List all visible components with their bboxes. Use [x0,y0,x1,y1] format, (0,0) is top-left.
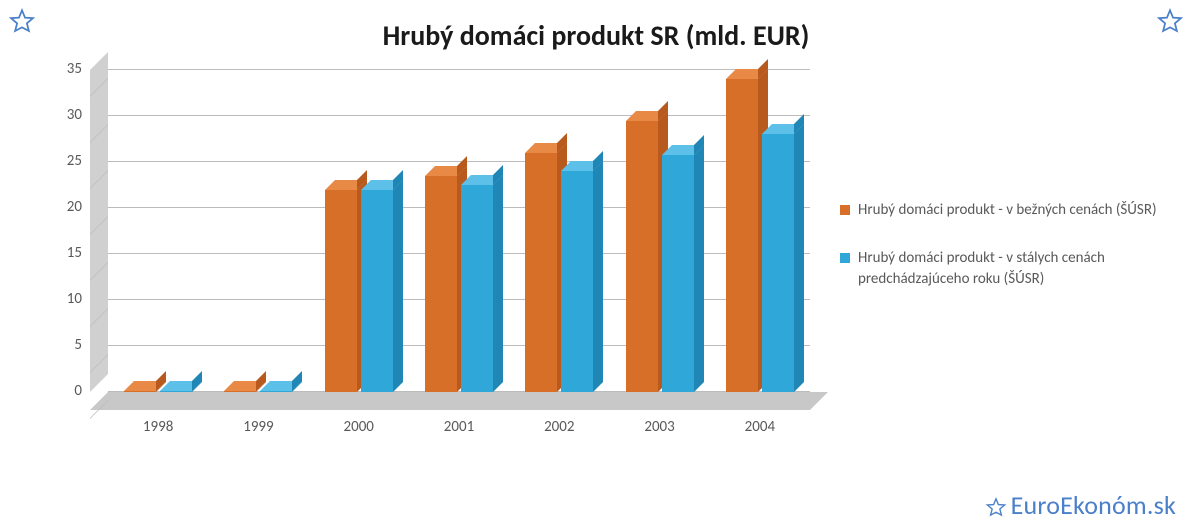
legend-swatch [840,253,850,263]
bar [160,391,192,392]
x-tick-label: 2004 [745,418,775,436]
bar [525,153,557,392]
legend-item: Hrubý domáci produkt - v bežných cenách … [840,200,1192,220]
brand-watermark: EuroEkonóm.sk [985,489,1176,521]
bar [224,391,256,392]
bar [726,79,758,392]
bar [626,121,658,392]
x-tick-label: 1998 [143,418,173,436]
bar [461,185,493,392]
bar [124,391,156,392]
plot-area: 05101520253035 1998199920002001200220032… [90,70,810,440]
x-tick-label: 2002 [544,418,574,436]
x-tick-label: 2000 [343,418,373,436]
legend-label: Hrubý domáci produkt - v bežných cenách … [858,200,1157,220]
legend: Hrubý domáci produkt - v bežných cenách … [840,200,1192,317]
bars-layer [108,70,810,392]
bar [425,176,457,392]
y-tick-label: 5 [74,336,82,354]
y-tick-label: 15 [67,244,82,262]
x-axis: 1998 1999 2000 2001 2002 2003 2004 [108,410,810,440]
bar [361,190,393,392]
y-tick-label: 35 [67,60,82,78]
chart-title: Hrubý domáci produkt SR (mld. EUR) [0,0,1192,53]
legend-item: Hrubý domáci produkt - v stálych cenách … [840,248,1192,289]
legend-label: Hrubý domáci produkt - v stálych cenách … [858,248,1192,289]
y-tick-label: 20 [67,198,82,216]
legend-swatch [840,205,850,215]
bar [260,391,292,392]
axis-wall [90,52,108,392]
bar [325,190,357,392]
star-icon [1156,8,1184,36]
y-tick-label: 0 [74,382,82,400]
bar [561,171,593,392]
y-tick-label: 25 [67,152,82,170]
x-tick-label: 2003 [644,418,674,436]
bar [662,155,694,392]
x-tick-label: 1999 [243,418,273,436]
star-icon [8,8,36,36]
x-tick-label: 2001 [444,418,474,436]
y-tick-label: 10 [67,290,82,308]
axis-floor [90,392,828,410]
y-tick-label: 30 [67,106,82,124]
chart-area: 05101520253035 1998199920002001200220032… [40,70,1160,480]
bar [762,134,794,392]
